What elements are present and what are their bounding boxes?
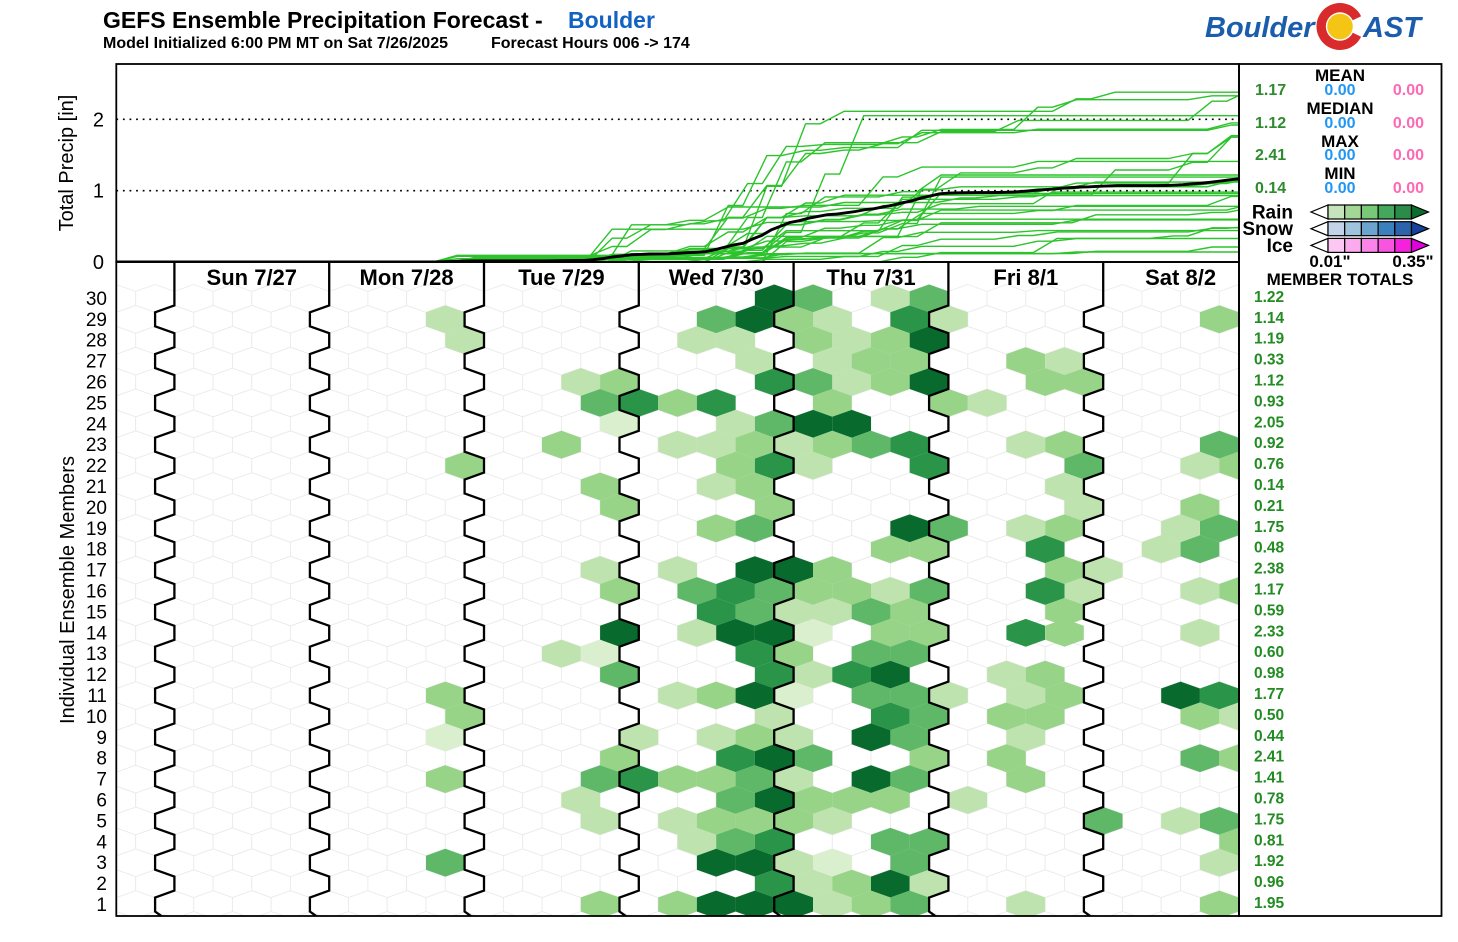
svg-text:11: 11 bbox=[87, 686, 107, 707]
svg-text:28: 28 bbox=[86, 331, 107, 352]
svg-text:16: 16 bbox=[86, 582, 107, 603]
svg-text:0.01": 0.01" bbox=[1309, 252, 1350, 271]
svg-text:0.78: 0.78 bbox=[1254, 791, 1285, 808]
svg-text:0.33: 0.33 bbox=[1254, 352, 1285, 369]
svg-text:Sun 7/27: Sun 7/27 bbox=[207, 265, 297, 290]
svg-text:0.60: 0.60 bbox=[1254, 644, 1284, 661]
svg-text:Wed 7/30: Wed 7/30 bbox=[669, 265, 764, 290]
svg-text:14: 14 bbox=[86, 623, 108, 644]
svg-text:20: 20 bbox=[86, 498, 107, 519]
svg-text:0.00: 0.00 bbox=[1393, 180, 1424, 197]
svg-text:0.92: 0.92 bbox=[1254, 435, 1284, 452]
svg-text:0.96: 0.96 bbox=[1254, 874, 1285, 891]
svg-text:22: 22 bbox=[86, 456, 107, 477]
svg-text:0.35": 0.35" bbox=[1392, 252, 1433, 271]
svg-text:1: 1 bbox=[96, 895, 107, 916]
svg-text:3: 3 bbox=[96, 853, 107, 874]
svg-text:1.12: 1.12 bbox=[1255, 115, 1286, 132]
svg-text:12: 12 bbox=[86, 665, 107, 686]
svg-text:MEAN: MEAN bbox=[1315, 66, 1365, 85]
svg-text:1.17: 1.17 bbox=[1254, 582, 1284, 599]
svg-text:MEDIAN: MEDIAN bbox=[1306, 99, 1373, 118]
svg-text:Tue 7/29: Tue 7/29 bbox=[518, 265, 604, 290]
svg-text:21: 21 bbox=[86, 477, 107, 498]
svg-text:5: 5 bbox=[96, 811, 107, 832]
svg-text:24: 24 bbox=[86, 414, 108, 435]
svg-text:1.75: 1.75 bbox=[1254, 519, 1285, 536]
svg-text:0.48: 0.48 bbox=[1254, 540, 1285, 557]
svg-text:0.59: 0.59 bbox=[1254, 602, 1285, 619]
svg-text:10: 10 bbox=[86, 707, 107, 728]
svg-text:0.00: 0.00 bbox=[1393, 115, 1424, 132]
svg-text:Thu 7/31: Thu 7/31 bbox=[826, 265, 915, 290]
svg-text:2: 2 bbox=[93, 109, 104, 131]
svg-text:Ice: Ice bbox=[1267, 236, 1293, 257]
svg-text:0.00: 0.00 bbox=[1324, 115, 1355, 132]
svg-text:0.14: 0.14 bbox=[1254, 477, 1285, 494]
svg-text:0.00: 0.00 bbox=[1393, 147, 1424, 164]
svg-text:17: 17 bbox=[86, 561, 107, 582]
svg-text:1.12: 1.12 bbox=[1254, 373, 1284, 390]
svg-text:1: 1 bbox=[93, 181, 104, 203]
svg-text:1.75: 1.75 bbox=[1254, 811, 1285, 828]
svg-text:0.00: 0.00 bbox=[1324, 82, 1355, 99]
svg-text:0: 0 bbox=[93, 252, 104, 274]
svg-text:0.76: 0.76 bbox=[1254, 456, 1285, 473]
svg-text:1.14: 1.14 bbox=[1254, 310, 1285, 327]
svg-text:Total Precip [in]: Total Precip [in] bbox=[56, 95, 78, 232]
svg-text:7: 7 bbox=[96, 770, 107, 791]
svg-text:Forecast Hours 006 -> 174: Forecast Hours 006 -> 174 bbox=[491, 35, 690, 52]
svg-text:2: 2 bbox=[96, 874, 107, 895]
svg-text:29: 29 bbox=[86, 310, 107, 331]
svg-text:Sat 8/2: Sat 8/2 bbox=[1145, 265, 1216, 290]
svg-text:2.38: 2.38 bbox=[1254, 561, 1285, 578]
svg-text:MIN: MIN bbox=[1324, 164, 1355, 183]
svg-text:25: 25 bbox=[86, 393, 107, 414]
svg-text:0.50: 0.50 bbox=[1254, 707, 1284, 724]
svg-text:AST: AST bbox=[1362, 12, 1423, 44]
svg-text:0.93: 0.93 bbox=[1254, 393, 1285, 410]
svg-text:0.21: 0.21 bbox=[1254, 498, 1285, 515]
svg-text:15: 15 bbox=[86, 602, 107, 623]
svg-text:1.92: 1.92 bbox=[1254, 853, 1284, 870]
svg-text:Rain: Rain bbox=[1252, 203, 1293, 224]
svg-text:19: 19 bbox=[86, 519, 107, 540]
svg-text:1.95: 1.95 bbox=[1254, 895, 1285, 912]
svg-text:0.00: 0.00 bbox=[1324, 147, 1355, 164]
svg-text:26: 26 bbox=[86, 373, 107, 394]
svg-text:2.33: 2.33 bbox=[1254, 623, 1285, 640]
svg-text:0.14: 0.14 bbox=[1255, 180, 1286, 197]
svg-text:MEMBER TOTALS: MEMBER TOTALS bbox=[1267, 270, 1414, 289]
svg-text:27: 27 bbox=[86, 352, 107, 373]
svg-text:1.77: 1.77 bbox=[1254, 686, 1284, 703]
svg-text:13: 13 bbox=[86, 644, 107, 665]
svg-text:0.00: 0.00 bbox=[1324, 180, 1355, 197]
svg-text:9: 9 bbox=[96, 728, 107, 749]
svg-text:23: 23 bbox=[86, 435, 107, 456]
svg-text:1.22: 1.22 bbox=[1254, 289, 1284, 306]
svg-text:18: 18 bbox=[86, 540, 107, 561]
svg-text:MAX: MAX bbox=[1321, 132, 1359, 151]
svg-text:1.41: 1.41 bbox=[1254, 770, 1285, 787]
svg-text:1.19: 1.19 bbox=[1254, 331, 1285, 348]
svg-text:0.98: 0.98 bbox=[1254, 665, 1285, 682]
svg-text:1.17: 1.17 bbox=[1255, 82, 1286, 99]
svg-text:GEFS Ensemble Precipitation Fo: GEFS Ensemble Precipitation Forecast - B… bbox=[103, 7, 655, 33]
svg-text:2.05: 2.05 bbox=[1254, 414, 1285, 431]
svg-text:0.00: 0.00 bbox=[1393, 82, 1424, 99]
svg-text:0.44: 0.44 bbox=[1254, 728, 1285, 745]
svg-text:Boulder: Boulder bbox=[1205, 12, 1316, 44]
svg-text:0.81: 0.81 bbox=[1254, 832, 1285, 849]
svg-text:4: 4 bbox=[96, 832, 107, 853]
svg-text:30: 30 bbox=[86, 289, 107, 310]
svg-text:2.41: 2.41 bbox=[1254, 749, 1285, 766]
svg-text:Model Initialized 6:00 PM MT o: Model Initialized 6:00 PM MT on Sat 7/26… bbox=[103, 35, 448, 52]
svg-text:Individual Ensemble Members: Individual Ensemble Members bbox=[57, 456, 79, 724]
svg-text:Fri 8/1: Fri 8/1 bbox=[993, 265, 1058, 290]
svg-text:Mon 7/28: Mon 7/28 bbox=[360, 265, 454, 290]
svg-text:8: 8 bbox=[96, 749, 107, 770]
svg-text:Snow: Snow bbox=[1242, 219, 1293, 240]
svg-text:2.41: 2.41 bbox=[1255, 147, 1286, 164]
svg-text:6: 6 bbox=[96, 791, 107, 812]
